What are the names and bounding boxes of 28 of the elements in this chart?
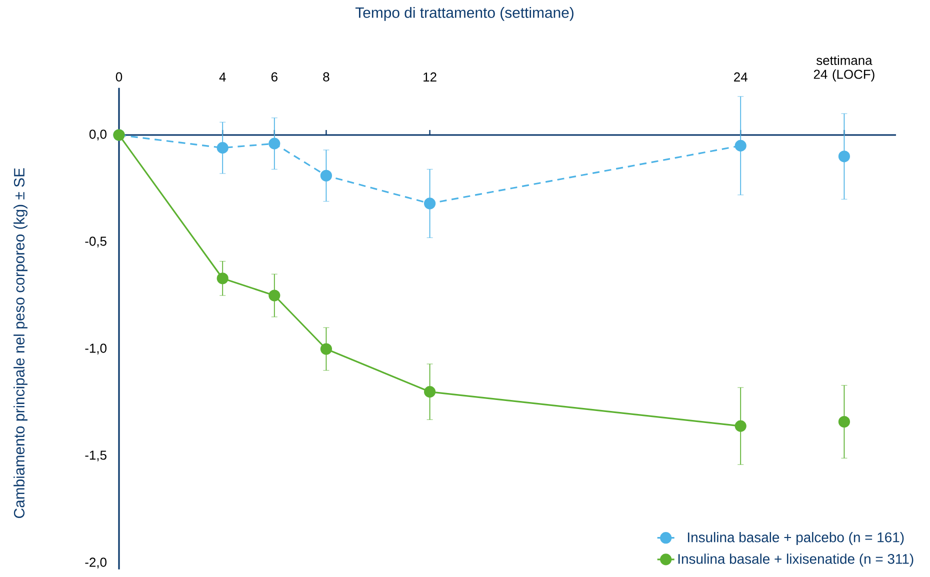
point <box>424 198 436 210</box>
x-tick-label: settimana 24 (LOCF) <box>814 55 874 82</box>
legend-label: Insulina basale + lixisenatide (n = 311) <box>678 554 914 567</box>
x-tick-label: 6 <box>271 72 278 82</box>
point <box>320 343 332 355</box>
point <box>268 290 280 302</box>
legend-label: Insulina basale + palcebo (n = 161) <box>688 532 904 546</box>
x-tick-label: 4 <box>219 72 226 82</box>
point <box>424 386 436 398</box>
x-tick-label: 12 <box>424 72 436 82</box>
x-axis-title: Tempo di trattamento (settimane) <box>355 6 574 21</box>
y-tick-label: -1,0 <box>85 344 106 354</box>
y-tick-label: -0,5 <box>85 236 106 248</box>
y-tick-label: 0,0 <box>89 130 106 140</box>
point <box>216 142 228 154</box>
point <box>216 272 228 284</box>
point <box>838 150 850 162</box>
y-tick-label: -2,0 <box>85 558 106 568</box>
x-tick-label: 24 <box>734 72 748 82</box>
point <box>320 170 332 182</box>
y-tick-label: -1,5 <box>85 450 106 462</box>
x-tick-label: 0 <box>116 72 122 82</box>
point <box>268 138 280 150</box>
point <box>734 420 746 432</box>
point <box>838 416 850 428</box>
x-tick-label: 8 <box>323 72 330 82</box>
point <box>734 140 746 152</box>
y-axis-title: Cambiamento principale nel peso corporeo (kg) ± SE <box>14 168 28 518</box>
